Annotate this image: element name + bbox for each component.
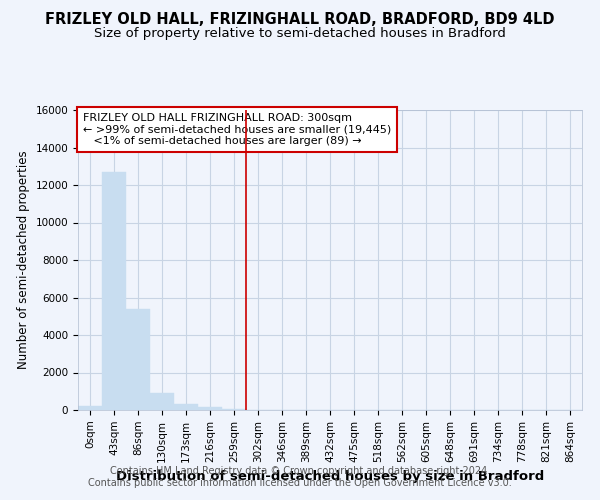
Y-axis label: Number of semi-detached properties: Number of semi-detached properties: [17, 150, 30, 370]
Bar: [174, 404, 198, 410]
Bar: [222, 409, 246, 410]
Text: Contains HM Land Registry data © Crown copyright and database right 2024.
Contai: Contains HM Land Registry data © Crown c…: [88, 466, 512, 487]
X-axis label: Distribution of semi-detached houses by size in Bradford: Distribution of semi-detached houses by …: [116, 470, 544, 483]
Text: Size of property relative to semi-detached houses in Bradford: Size of property relative to semi-detach…: [94, 28, 506, 40]
Text: FRIZLEY OLD HALL FRIZINGHALL ROAD: 300sqm
← >99% of semi-detached houses are sma: FRIZLEY OLD HALL FRIZINGHALL ROAD: 300sq…: [83, 113, 391, 146]
Bar: [78, 406, 102, 410]
Bar: [198, 407, 222, 410]
Text: FRIZLEY OLD HALL, FRIZINGHALL ROAD, BRADFORD, BD9 4LD: FRIZLEY OLD HALL, FRIZINGHALL ROAD, BRAD…: [45, 12, 555, 28]
Bar: [126, 308, 150, 410]
Bar: [150, 393, 174, 410]
Bar: [102, 172, 126, 410]
